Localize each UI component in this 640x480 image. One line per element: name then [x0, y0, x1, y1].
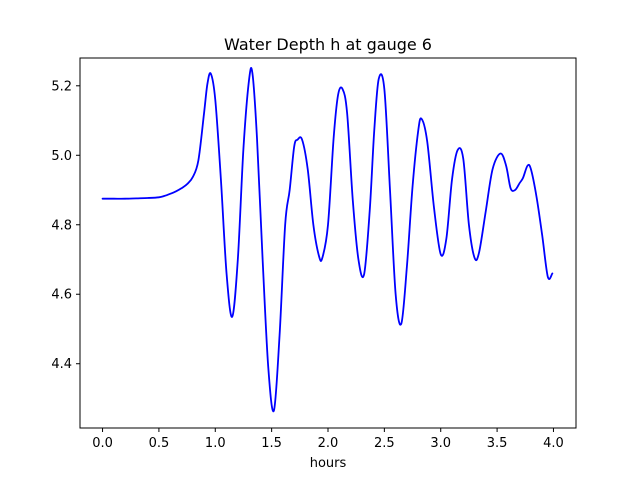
x-tick-label: 4.0: [543, 436, 564, 451]
y-tick-label: 4.8: [51, 218, 72, 233]
x-tick-label: 1.0: [205, 436, 226, 451]
y-axis: 4.4 4.6 4.8 5.0 5.2: [51, 79, 80, 372]
y-tick-label: 5.2: [51, 79, 72, 94]
chart-title: Water Depth h at gauge 6: [224, 35, 432, 54]
x-axis: 0.0 0.5 1.0 1.5 2.0 2.5 3.0 3.5 4.0: [92, 428, 564, 451]
x-tick-label: 0.0: [92, 436, 113, 451]
x-tick-label: 2.5: [374, 436, 395, 451]
x-tick-label: 3.0: [430, 436, 451, 451]
x-tick-label: 0.5: [149, 436, 170, 451]
series-line: [101, 67, 554, 413]
x-axis-label: hours: [310, 456, 347, 471]
y-tick-label: 4.6: [51, 288, 72, 303]
y-tick-label: 5.0: [51, 149, 72, 164]
x-tick-label: 3.5: [487, 436, 508, 451]
y-tick-label: 4.4: [51, 357, 72, 372]
x-tick-label: 2.0: [318, 436, 339, 451]
x-tick-label: 1.5: [261, 436, 282, 451]
